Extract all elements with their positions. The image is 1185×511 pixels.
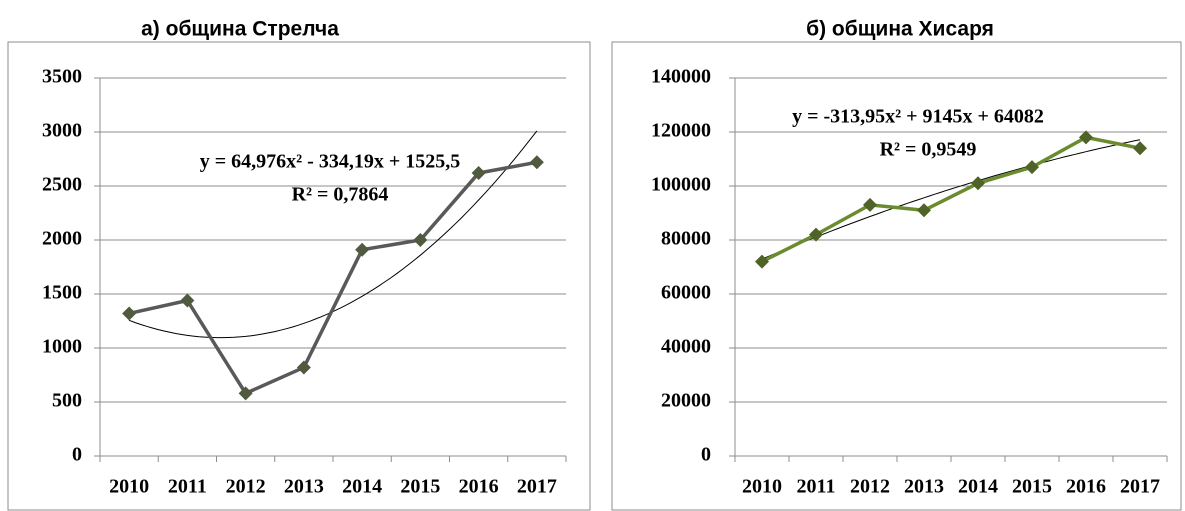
marker bbox=[971, 176, 985, 191]
marker bbox=[1079, 130, 1093, 145]
trendline bbox=[761, 139, 1141, 260]
x-tick-label: 2017 bbox=[1120, 476, 1160, 498]
marker bbox=[413, 233, 428, 247]
trend-equation: y = 64,976x² - 334,19x + 1525,5 bbox=[200, 151, 460, 173]
chart-title: б) община Хисаря bbox=[806, 18, 994, 41]
x-tick-label: 2010 bbox=[109, 476, 149, 498]
marker bbox=[471, 166, 486, 181]
chart-frame bbox=[7, 41, 591, 511]
x-tick-label: 2014 bbox=[958, 476, 998, 498]
y-tick-label: 60000 bbox=[661, 282, 711, 304]
marker bbox=[755, 254, 769, 269]
x-tick-label: 2016 bbox=[1066, 476, 1106, 498]
y-tick-label: 80000 bbox=[661, 228, 711, 250]
marker bbox=[917, 203, 931, 218]
trend-equation: R² = 0,7864 bbox=[292, 184, 389, 206]
marker bbox=[529, 155, 544, 170]
y-tick-label: 120000 bbox=[651, 120, 711, 142]
x-tick-label: 2017 bbox=[517, 476, 557, 498]
x-tick-label: 2016 bbox=[459, 476, 499, 498]
x-tick-label: 2015 bbox=[400, 476, 440, 498]
data-line bbox=[761, 135, 1141, 264]
marker bbox=[296, 360, 311, 375]
x-tick-label: 2012 bbox=[850, 476, 890, 498]
x-tick-label: 2011 bbox=[168, 476, 207, 498]
x-tick-label: 2014 bbox=[342, 476, 382, 498]
y-tick-label: 0 bbox=[72, 444, 82, 466]
y-tick-label: 1000 bbox=[42, 336, 82, 358]
x-tick-label: 2012 bbox=[226, 476, 266, 498]
x-tick-label: 2013 bbox=[904, 476, 944, 498]
y-tick-label: 100000 bbox=[651, 174, 711, 196]
x-tick-label: 2013 bbox=[284, 476, 324, 498]
y-tick-label: 2000 bbox=[42, 228, 82, 250]
y-tick-label: 0 bbox=[701, 444, 711, 466]
x-tick-label: 2015 bbox=[1012, 476, 1052, 498]
trend-equation: R² = 0,9549 bbox=[880, 139, 977, 161]
y-tick-label: 3500 bbox=[42, 66, 82, 88]
marker bbox=[809, 227, 823, 242]
x-tick-label: 2010 bbox=[742, 476, 782, 498]
marker bbox=[180, 293, 195, 308]
x-tick-label: 2011 bbox=[797, 476, 836, 498]
marker bbox=[863, 197, 877, 212]
marker bbox=[355, 242, 370, 257]
y-tick-label: 3000 bbox=[42, 120, 82, 142]
trend-equation: y = -313,95x² + 9145x + 64082 bbox=[792, 106, 1044, 128]
chart-frame bbox=[611, 41, 1182, 511]
data-line bbox=[128, 160, 538, 396]
marker bbox=[1025, 160, 1039, 175]
y-tick-label: 1500 bbox=[42, 282, 82, 304]
marker bbox=[238, 386, 253, 401]
chart-title: а) община Стрелча bbox=[141, 18, 339, 41]
marker bbox=[1133, 141, 1147, 156]
y-tick-label: 20000 bbox=[661, 390, 711, 412]
y-tick-label: 2500 bbox=[42, 174, 82, 196]
y-tick-label: 500 bbox=[52, 390, 82, 412]
y-tick-label: 140000 bbox=[651, 66, 711, 88]
marker bbox=[122, 306, 137, 321]
y-tick-label: 40000 bbox=[661, 336, 711, 358]
